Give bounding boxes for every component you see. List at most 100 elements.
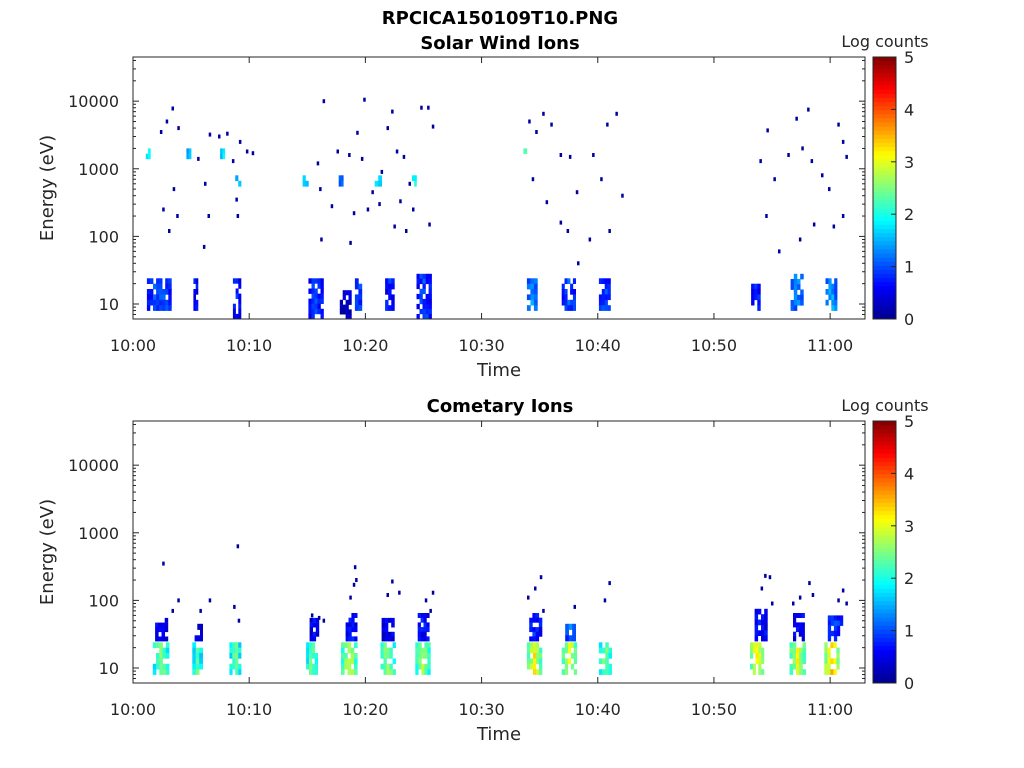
y-tick-label: 1000 xyxy=(78,524,119,543)
heatmap-cell xyxy=(347,658,352,665)
heatmap-cell xyxy=(317,303,321,310)
heatmap-cell xyxy=(358,289,363,295)
heatmap-cell xyxy=(539,653,543,659)
heatmap-cell xyxy=(392,642,396,648)
heatmap-cell xyxy=(311,313,315,320)
heatmap-cell xyxy=(572,299,576,306)
heatmap-cell xyxy=(159,278,163,284)
heatmap-cell xyxy=(530,294,535,301)
heatmap-point xyxy=(545,200,549,205)
heatmap-cell xyxy=(391,622,395,628)
heatmap-cell xyxy=(758,669,762,675)
heatmap-cell xyxy=(309,622,313,628)
heatmap-cell xyxy=(758,663,762,670)
heatmap-cell xyxy=(428,314,432,320)
heatmap-cell xyxy=(752,647,756,654)
heatmap-point xyxy=(539,575,543,580)
heatmap-cell xyxy=(386,647,390,654)
heatmap-cell xyxy=(311,298,315,304)
heatmap-cell xyxy=(238,669,242,675)
heatmap-cell xyxy=(535,669,540,675)
x-tick-label: 10:40 xyxy=(575,336,621,355)
heatmap-cell xyxy=(802,658,807,665)
colorbar-band xyxy=(873,511,896,516)
heatmap-cell xyxy=(161,636,165,642)
colorbar-band xyxy=(873,183,896,189)
heatmap-point xyxy=(764,573,767,578)
heatmap-cell xyxy=(416,314,420,320)
heatmap-cell xyxy=(164,627,169,633)
heatmap-cell xyxy=(354,622,358,628)
heatmap-cell xyxy=(153,294,157,301)
heatmap-cell xyxy=(311,283,315,289)
heatmap-cell xyxy=(195,283,199,290)
heatmap-cell xyxy=(428,273,432,280)
heatmap-cell xyxy=(422,288,426,295)
heatmap-cell xyxy=(165,305,169,311)
heatmap-cell xyxy=(605,658,609,665)
heatmap-cell xyxy=(799,653,803,659)
heatmap-cell xyxy=(192,669,197,675)
colorbar-band xyxy=(873,155,896,160)
heatmap-cell xyxy=(238,653,242,659)
heatmap-cell xyxy=(348,295,352,301)
heatmap-cell xyxy=(567,278,571,284)
heatmap-cell xyxy=(561,658,565,665)
heatmap-cell xyxy=(602,647,606,654)
colorbar-band xyxy=(873,290,896,295)
heatmap-cell xyxy=(757,608,762,615)
heatmap-cell xyxy=(533,299,538,306)
heatmap-cell xyxy=(415,647,419,654)
heatmap-cell xyxy=(801,631,805,637)
heatmap-cell xyxy=(389,669,393,675)
heatmap-cell xyxy=(427,653,431,659)
colorbar-band xyxy=(873,433,896,438)
heatmap-cell xyxy=(320,288,324,294)
colorbar-band xyxy=(873,310,896,316)
heatmap-cell xyxy=(229,647,233,654)
heatmap-cell xyxy=(526,658,531,665)
heatmap-cell xyxy=(833,658,837,665)
figure-title: RPCICA150109T10.PNG xyxy=(382,8,618,29)
colorbar-band xyxy=(873,249,896,254)
heatmap-cell xyxy=(526,278,531,284)
heatmap-cell xyxy=(422,314,426,320)
heatmap-cell xyxy=(345,631,349,637)
heatmap-cell xyxy=(146,289,151,295)
heatmap-cell xyxy=(309,653,313,659)
heatmap-cell xyxy=(159,305,163,311)
heatmap-cell xyxy=(358,294,363,301)
heatmap-cell xyxy=(345,304,349,310)
heatmap-point xyxy=(165,119,169,124)
heatmap-cell xyxy=(750,663,754,670)
heatmap-cell xyxy=(195,669,200,675)
panel-solar-wind-ions: Solar Wind Ions 10:00 10:10 10:20 10:30 10:4… xyxy=(37,32,929,381)
heatmap-cell xyxy=(564,299,568,306)
colorbar-band xyxy=(873,564,896,569)
heatmap-cell xyxy=(570,289,574,295)
colorbar-band xyxy=(873,556,896,561)
heatmap-cell xyxy=(165,669,170,675)
heatmap-cell xyxy=(764,619,768,626)
heatmap-cell xyxy=(420,617,424,623)
heatmap-cell xyxy=(315,617,320,623)
heatmap-cell xyxy=(345,299,349,305)
heatmap-point xyxy=(251,151,255,156)
heatmap-point xyxy=(245,149,249,154)
heatmap-cell xyxy=(417,622,421,628)
heatmap-cell xyxy=(235,663,239,670)
colorbar-tick-label: 5 xyxy=(904,48,914,67)
heatmap-cell xyxy=(751,299,755,306)
y-axis-label: Energy (eV) xyxy=(37,135,58,241)
heatmap-cell xyxy=(159,669,163,675)
heatmap-cell xyxy=(426,627,430,633)
heatmap-cell xyxy=(416,293,420,300)
heatmap-point xyxy=(236,214,240,218)
heatmap-cell xyxy=(195,653,200,659)
heatmap-cell xyxy=(229,663,233,670)
colorbar-band xyxy=(873,654,896,659)
heatmap-cell xyxy=(836,663,840,670)
heatmap-cell xyxy=(388,636,392,642)
heatmap-cell xyxy=(802,669,807,675)
